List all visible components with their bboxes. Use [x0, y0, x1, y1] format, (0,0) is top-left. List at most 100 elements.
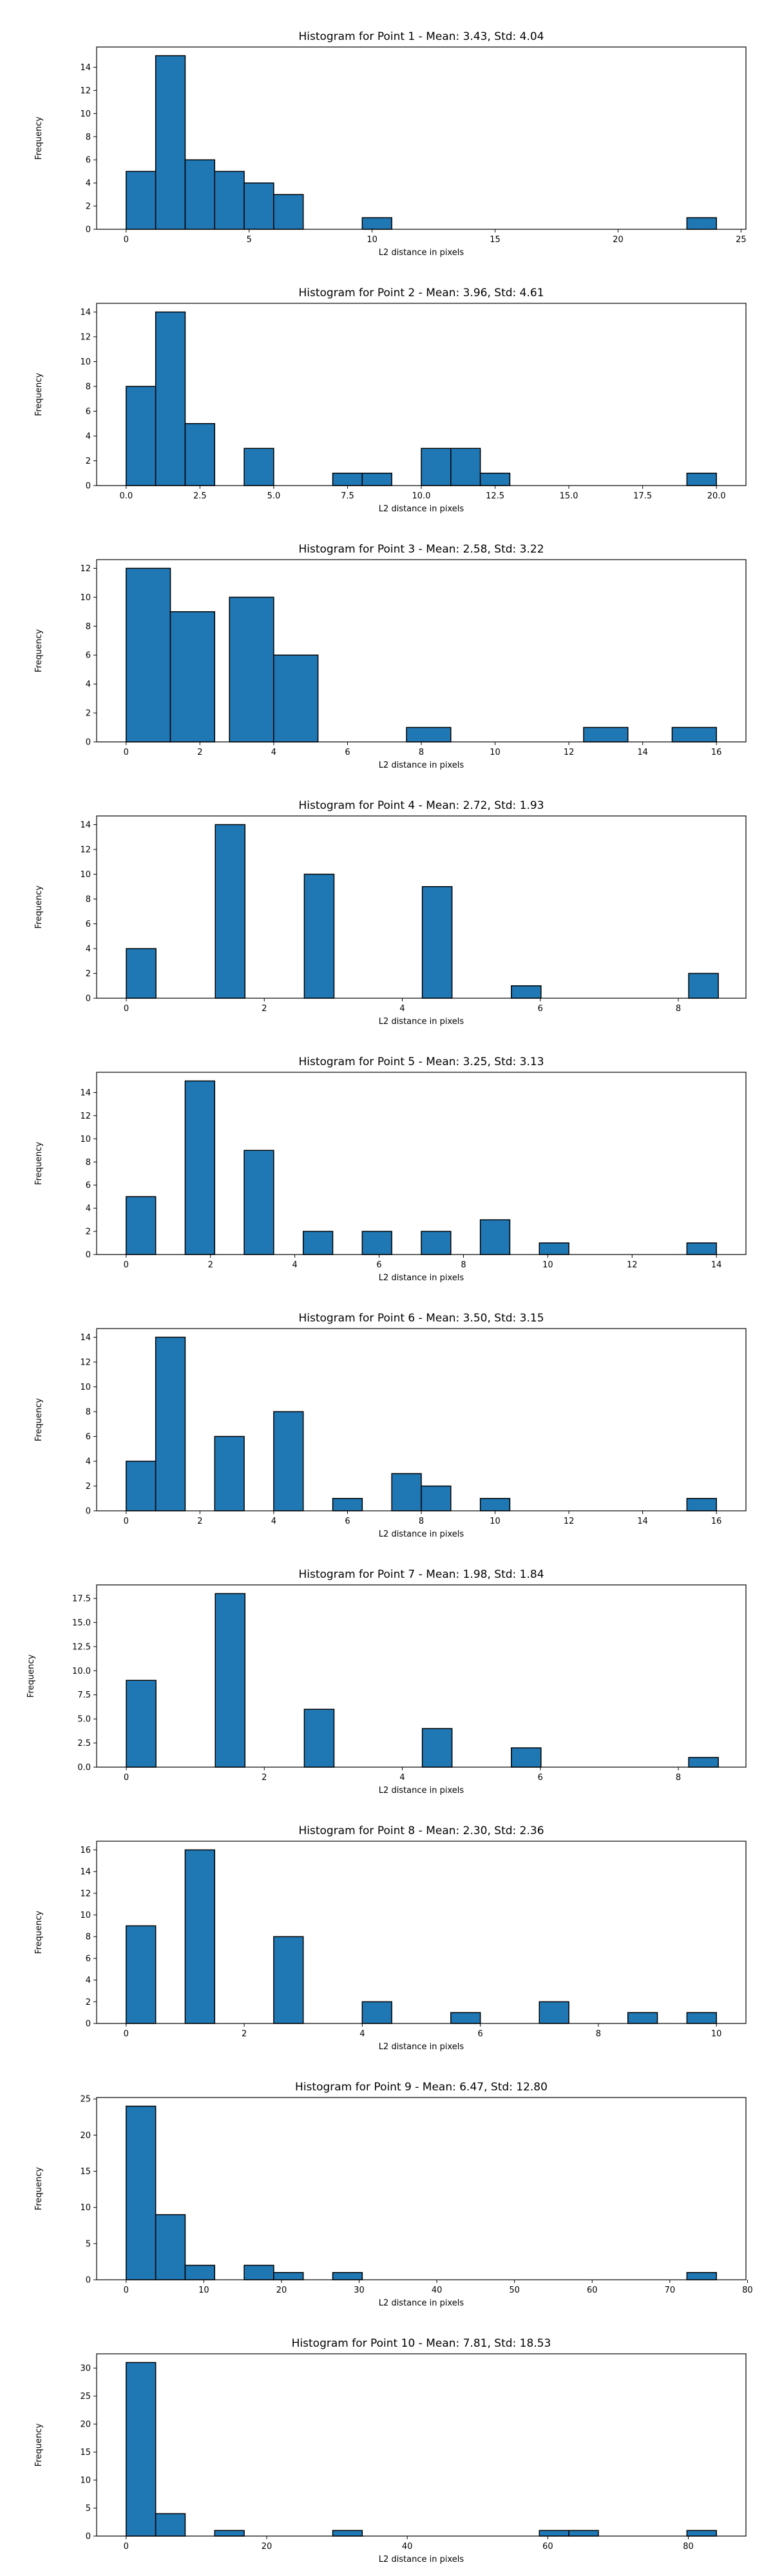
histogram-bar — [126, 1196, 157, 1255]
histogram-panel-7: 0 2 4 6 8 0.0 2.5 5.0 7.5 10.0 12.5 15.0 17.5 Histogr… — [26, 1568, 747, 1795]
y-tick-label: 6 — [86, 407, 91, 417]
y-tick-label: 12.5 — [72, 1642, 91, 1652]
histogram-bar — [126, 567, 171, 743]
x-tick-label: 16 — [711, 748, 722, 757]
y-tick-label: 0 — [86, 1251, 91, 1260]
histogram-panel-9: 0 10 20 30 40 50 60 70 80 0 5 10 15 20 25 Histogram for… — [34, 2081, 753, 2308]
y-tick-label: 15 — [80, 2167, 91, 2177]
x-tick-label: 17.5 — [633, 491, 652, 501]
x-tick-label: 4 — [271, 1517, 276, 1526]
y-axis-label: Frequency — [34, 886, 44, 929]
histogram-bar — [184, 422, 216, 486]
x-tick-label: 14 — [637, 1517, 648, 1526]
histogram-bar — [361, 1231, 392, 1255]
x-tick-label: 10 — [198, 2286, 209, 2295]
x-tick-label: 4 — [359, 2029, 365, 2039]
y-tick-label: 25 — [80, 2095, 91, 2105]
y-tick-label: 12 — [80, 1112, 91, 1121]
x-tick-label: 60 — [542, 2542, 553, 2552]
y-tick-label: 14 — [80, 63, 91, 73]
x-tick-label: 6 — [345, 748, 350, 757]
y-axis-label: Frequency — [34, 373, 44, 416]
y-tick-label: 17.5 — [72, 1594, 91, 1604]
histogram-bar — [688, 1757, 719, 1768]
histogram-bar — [155, 55, 186, 230]
y-tick-label: 14 — [80, 1868, 91, 1877]
x-tick-label: 7.5 — [341, 491, 354, 501]
histogram-bar — [686, 217, 717, 230]
histogram-bar — [184, 159, 216, 230]
x-tick-label: 0 — [124, 2286, 129, 2295]
histogram-panel-6: 0 2 4 6 8 10 12 14 16 0 2 4 6 8 10 12 14 Histogram for Po… — [34, 1312, 747, 1539]
y-tick-label: 10 — [80, 109, 91, 119]
y-tick-label: 15 — [80, 2448, 91, 2458]
histogram-bar — [332, 1497, 363, 1511]
histogram-bar — [361, 2001, 392, 2024]
x-tick-label: 40 — [432, 2286, 443, 2295]
x-axis-label: L2 distance in pixels — [379, 1786, 464, 1795]
axes-frame — [96, 2097, 747, 2280]
chart-title: Histogram for Point 4 - Mean: 2.72, Std:… — [298, 799, 544, 812]
x-tick-label: 10 — [542, 1260, 553, 1270]
histogram-bar — [421, 1231, 452, 1255]
x-tick-label: 10 — [490, 748, 501, 757]
x-tick-label: 10.0 — [412, 491, 431, 501]
x-tick-label: 8 — [419, 748, 424, 757]
y-tick-label: 0 — [86, 1507, 91, 1517]
histogram-bar — [539, 2001, 569, 2024]
histogram-bar — [155, 311, 186, 486]
y-axis-label: Frequency — [34, 2423, 44, 2467]
histogram-bar — [273, 194, 304, 230]
y-tick-label: 12 — [80, 1358, 91, 1367]
histogram-bar — [273, 1936, 304, 2024]
histogram-panel-5: 0 2 4 6 8 10 12 14 0 2 4 6 8 10 12 14 Histogram for Poin… — [34, 1056, 747, 1283]
histogram-bar — [361, 472, 392, 486]
x-tick-label: 0 — [124, 1517, 129, 1526]
histogram-bar — [214, 171, 245, 230]
y-tick-label: 2 — [86, 1998, 91, 2007]
y-tick-label: 4 — [86, 1976, 91, 1985]
y-tick-label: 5 — [86, 2504, 91, 2514]
histogram-panel-8: 0 2 4 6 8 10 0 2 4 6 8 10 12 14 16 Histogram for Point … — [34, 1824, 747, 2052]
y-tick-label: 8 — [86, 1933, 91, 1942]
y-tick-label: 12 — [80, 845, 91, 855]
x-tick-label: 8 — [676, 1004, 681, 1014]
x-tick-label: 6 — [538, 1004, 543, 1014]
histogram-bar — [361, 217, 392, 230]
x-tick-label: 0.0 — [119, 491, 133, 501]
chart-title: Histogram for Point 1 - Mean: 3.43, Std:… — [298, 30, 544, 43]
x-tick-label: 2 — [197, 1517, 202, 1526]
y-axis-label: Frequency — [26, 1654, 36, 1698]
x-axis-label: L2 distance in pixels — [379, 761, 464, 770]
histogram-panel-2: 0.0 2.5 5.0 7.5 10.0 12.5 15.0 17.5 20.0 0 2 4 6 8 10 1… — [34, 287, 747, 514]
x-tick-label: 20 — [276, 2286, 287, 2295]
histogram-bar — [229, 596, 274, 743]
y-tick-label: 5.0 — [77, 1715, 91, 1725]
histogram-bar — [184, 2264, 216, 2280]
y-tick-label: 0 — [86, 2276, 91, 2286]
histogram-panel-3: 0 2 4 6 8 10 12 14 16 0 2 4 6 8 10 12 Histogram for Poin… — [34, 543, 747, 770]
histogram-bar — [450, 448, 481, 486]
y-tick-label: 5 — [86, 2239, 91, 2249]
histogram-bar — [686, 2272, 717, 2280]
x-tick-label: 6 — [345, 1517, 350, 1526]
x-tick-label: 25 — [736, 235, 747, 245]
axes-frame — [96, 2353, 747, 2537]
histogram-bar — [243, 182, 274, 230]
y-tick-label: 0 — [86, 994, 91, 1004]
y-axis-label: Frequency — [34, 117, 44, 160]
histogram-bar — [421, 1485, 452, 1511]
x-tick-label: 6 — [538, 1773, 543, 1783]
histogram-bar — [671, 726, 717, 743]
y-tick-label: 6 — [86, 651, 91, 661]
histogram-bar — [686, 2012, 717, 2024]
x-tick-label: 5.0 — [267, 491, 281, 501]
x-tick-label: 2.5 — [193, 491, 207, 501]
y-tick-label: 0 — [86, 2532, 91, 2542]
x-tick-label: 0 — [124, 1773, 129, 1783]
y-axis-label: Frequency — [34, 1142, 44, 1185]
y-tick-label: 8 — [86, 133, 91, 142]
x-tick-label: 2 — [242, 2029, 247, 2039]
histogram-bar — [126, 2105, 157, 2280]
chart-title: Histogram for Point 10 - Mean: 7.81, Std… — [292, 2337, 551, 2350]
